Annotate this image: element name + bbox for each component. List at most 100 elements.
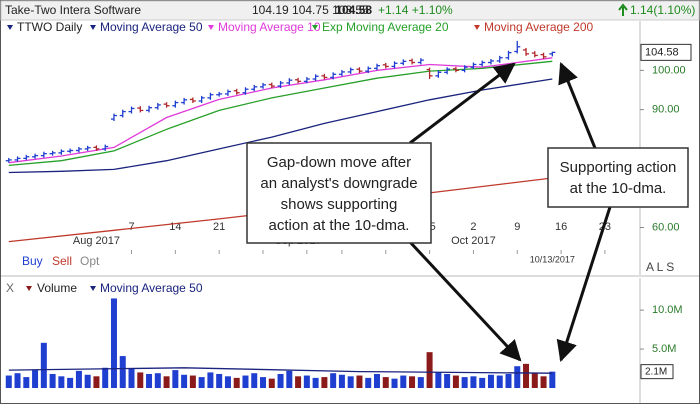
volume-bar [435, 372, 442, 388]
volume-bar [514, 366, 521, 388]
legend-item: Moving Average 200 [484, 20, 594, 34]
callout-line: action at the 10-dma. [269, 217, 410, 234]
volume-bar [181, 374, 188, 388]
volume-bar [479, 377, 486, 388]
header-bar [0, 0, 700, 21]
volume-bar [146, 373, 153, 388]
callout-box [246, 142, 432, 244]
legend-volume: Volume [37, 281, 77, 295]
volume-bar [382, 377, 389, 388]
buy-button[interactable]: Buy [22, 254, 43, 268]
ma-line [8, 78, 553, 174]
volume-bar [347, 376, 354, 388]
volume-bar [163, 376, 170, 388]
change-right: 1.14(1.10%) [630, 3, 695, 17]
x-tick-label: 7 [128, 221, 134, 233]
pane-tools[interactable]: A L S [646, 260, 674, 274]
legend-main: TTWO Daily [17, 20, 82, 34]
volume-bar [452, 375, 459, 388]
close-pane[interactable]: X [6, 281, 14, 295]
legend-caret [7, 25, 13, 30]
volume-bar [189, 375, 196, 388]
volume-bar [242, 375, 249, 388]
volume-bar [216, 373, 223, 388]
sell-button[interactable]: Sell [52, 254, 72, 268]
volume-bar [338, 374, 345, 388]
legend-volume-ma: Moving Average 50 [100, 281, 203, 295]
legend-item: Exp Moving Average 20 [322, 20, 449, 34]
volume-bar [102, 367, 109, 388]
volume-bar [549, 371, 556, 388]
x-tick-label: 9 [514, 221, 520, 233]
legend-item: Moving Average 50 [100, 20, 203, 34]
volume-bar [251, 373, 258, 388]
arrow [558, 62, 597, 149]
volume-bar [14, 373, 21, 388]
volume-bar [365, 377, 372, 388]
ma-line [8, 367, 553, 374]
volume-bar [461, 377, 468, 388]
last-price: 104.58 [335, 3, 372, 17]
volume-bar [110, 298, 117, 388]
arrow [556, 206, 612, 362]
volume-bar [470, 376, 477, 388]
callout-line: shows supporting [281, 196, 398, 213]
symbol-title: Take-Two Intera Software [5, 3, 141, 17]
legend-caret [90, 286, 96, 291]
volume-bar [268, 378, 275, 388]
volume-tag [640, 364, 674, 380]
callout: Gap-down move after an analyst's downgra… [246, 62, 522, 362]
volume-bar [295, 376, 302, 388]
callout-box [547, 147, 689, 208]
volume-bar [505, 373, 512, 388]
legend-caret [312, 25, 318, 30]
volume-bar [540, 376, 547, 388]
volume-bar [128, 368, 135, 388]
month-label: Oct 2017 [451, 235, 496, 247]
legend-caret [474, 25, 480, 30]
volume-bar [84, 374, 91, 388]
y-tick-label: 10.0M [652, 304, 683, 316]
volume-bar [172, 370, 179, 388]
volume-bar [356, 375, 363, 388]
volume-bar [260, 377, 267, 388]
up-arrow [618, 3, 628, 16]
legend-caret [208, 25, 214, 30]
legend-caret [26, 286, 32, 291]
volume-bar [444, 373, 451, 388]
arrow [409, 62, 516, 145]
price-tag [640, 43, 692, 61]
volume-bar [312, 377, 319, 388]
volume-bar [417, 377, 424, 388]
callout-line: an analyst's downgrade [260, 175, 417, 192]
volume-bar [531, 373, 538, 388]
volume-bar [321, 377, 328, 388]
date-label: 10/13/2017 [530, 254, 575, 264]
callout: Supporting action at the 10-dma. [547, 62, 689, 362]
volume-bar [67, 377, 74, 388]
volume-bar [233, 377, 240, 388]
legend-item: Moving Average 10 [218, 20, 321, 34]
volume-bar [198, 377, 205, 388]
volume-bar [40, 342, 47, 388]
ohlc-readout: 104.19 104.75 103.55 [252, 3, 369, 17]
volume-bar [409, 376, 416, 388]
x-tick-label: 21 [213, 221, 225, 233]
volume-bar [5, 375, 12, 388]
callout-line: at the 10-dma. [570, 180, 667, 197]
opt-button[interactable]: Opt [80, 254, 100, 268]
volume-bar [137, 372, 144, 388]
volume-bar [391, 378, 398, 388]
volume-bar [426, 352, 433, 388]
y-tick-label: 90.00 [652, 104, 680, 116]
legend-caret [90, 25, 96, 30]
volume-bar [32, 370, 39, 388]
volume-bar [286, 370, 293, 388]
x-tick-label: 16 [555, 221, 567, 233]
volume-bar [49, 373, 56, 388]
volume-bar [303, 375, 310, 388]
arrow [408, 240, 522, 362]
volume-bar [75, 370, 82, 388]
x-tick-label: 2 [470, 221, 476, 233]
